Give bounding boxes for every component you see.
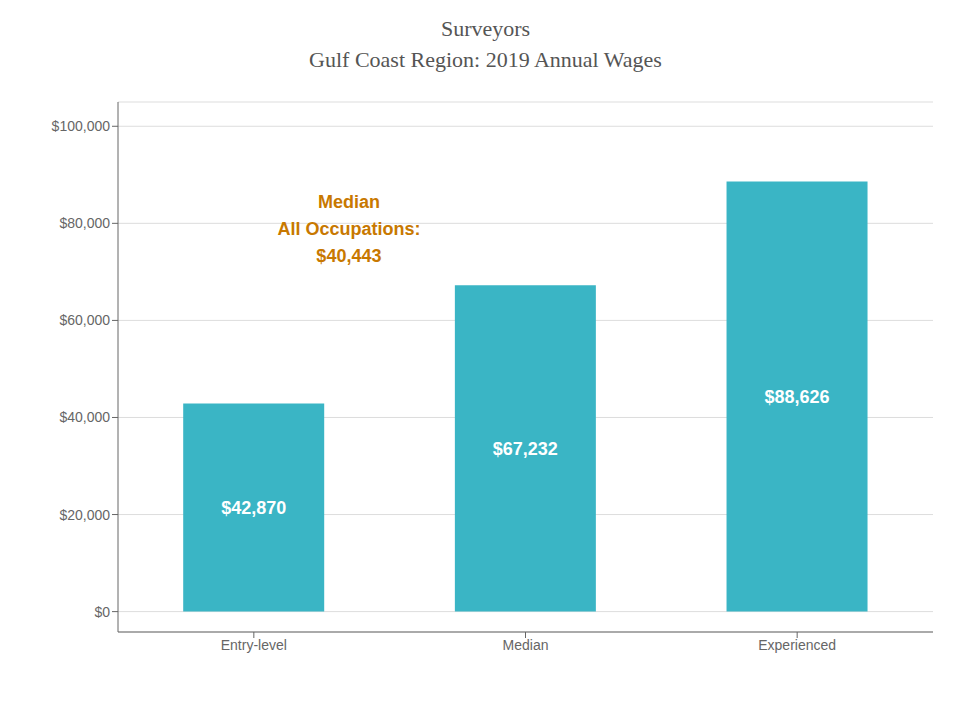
svg-text:$100,000: $100,000	[52, 118, 111, 134]
svg-text:Entry-level: Entry-level	[221, 637, 287, 653]
html-text:Surveyors: Surveyors	[440, 16, 531, 41]
svg-text:$67,232: $67,232	[493, 438, 558, 458]
svg-text:$60,000: $60,000	[59, 312, 110, 328]
svg-text:$42,870: $42,870	[221, 498, 286, 518]
svg-text:$80,000: $80,000	[59, 215, 110, 231]
svg-text:$0: $0	[94, 603, 110, 619]
html-text:Gulf Coast Region: 2019 Annual: Gulf Coast Region: 2019 Annual Wages	[309, 46, 662, 72]
svg-text:$20,000: $20,000	[59, 506, 110, 522]
svg-text:$88,626: $88,626	[764, 387, 829, 407]
svg-text:Median: Median	[503, 637, 549, 653]
svg-text:$40,000: $40,000	[59, 409, 110, 425]
html-text:Median All Occupations: $40,44: Median All Occupations: $40,443	[277, 191, 421, 266]
svg-text:Experienced: Experienced	[758, 637, 836, 653]
